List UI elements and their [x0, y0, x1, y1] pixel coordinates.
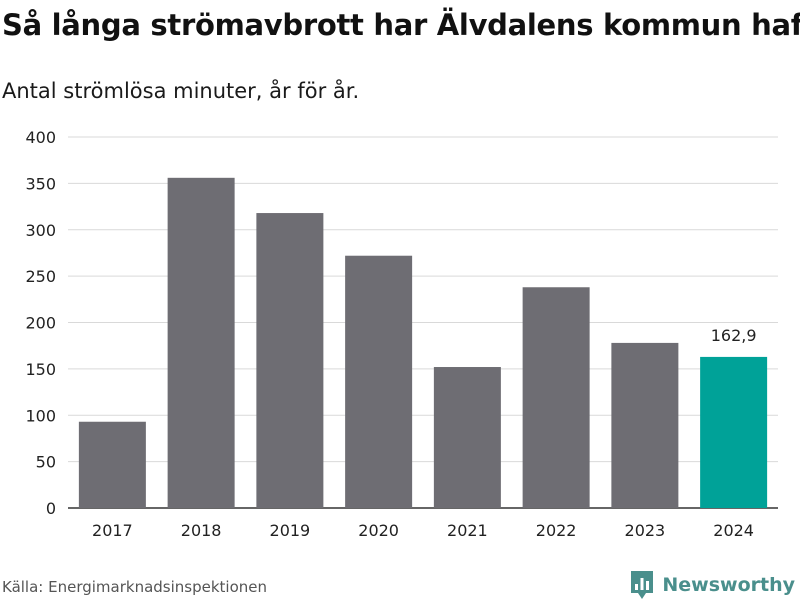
- x-axis-ticks: 2017 2018 2019 2020 2021 2022 2023 2024: [92, 521, 754, 540]
- chart-title: Så långa strömavbrott har Älvdalens komm…: [2, 8, 800, 42]
- newsworthy-logo-icon: [631, 571, 654, 599]
- bar-2022: [522, 287, 590, 508]
- bar-2023: [611, 342, 679, 508]
- bar-2018: [167, 177, 235, 508]
- bar-chart: 0 50 100 150 200 250 300 350 400 2017 2018 2019 202…: [25, 128, 778, 540]
- y-tick-label: 300: [25, 221, 56, 240]
- y-tick-label: 400: [25, 128, 56, 147]
- bar-2021: [433, 367, 501, 508]
- y-tick-label: 50: [36, 453, 56, 472]
- x-tick-label: 2021: [447, 521, 488, 540]
- y-axis-ticks: 0 50 100 150 200 250 300 350 400: [25, 128, 56, 518]
- y-tick-label: 100: [25, 406, 56, 425]
- x-tick-label: 2023: [625, 521, 666, 540]
- y-tick-label: 150: [25, 360, 56, 379]
- bar-2024: [700, 356, 768, 508]
- y-tick-label: 200: [25, 314, 56, 333]
- y-tick-label: 250: [25, 267, 56, 286]
- data-labels: 162,9: [711, 326, 757, 345]
- x-tick-label: 2024: [713, 521, 754, 540]
- brand-name: Newsworthy: [662, 574, 795, 596]
- bars: [78, 177, 768, 508]
- x-tick-label: 2022: [536, 521, 577, 540]
- x-tick-label: 2019: [270, 521, 311, 540]
- y-tick-label: 0: [46, 499, 56, 518]
- bar-2020: [345, 255, 413, 508]
- bar-2019: [256, 213, 324, 508]
- bar-2017: [78, 421, 146, 508]
- y-tick-label: 350: [25, 174, 56, 193]
- chart-subtitle: Antal strömlösa minuter, år för år.: [2, 79, 360, 103]
- data-label-2024: 162,9: [711, 326, 757, 345]
- brand-logo: Newsworthy: [629, 569, 795, 601]
- x-tick-label: 2020: [358, 521, 399, 540]
- x-tick-label: 2018: [181, 521, 222, 540]
- x-tick-label: 2017: [92, 521, 133, 540]
- source-note: Källa: Energimarknadsinspektionen: [2, 578, 268, 596]
